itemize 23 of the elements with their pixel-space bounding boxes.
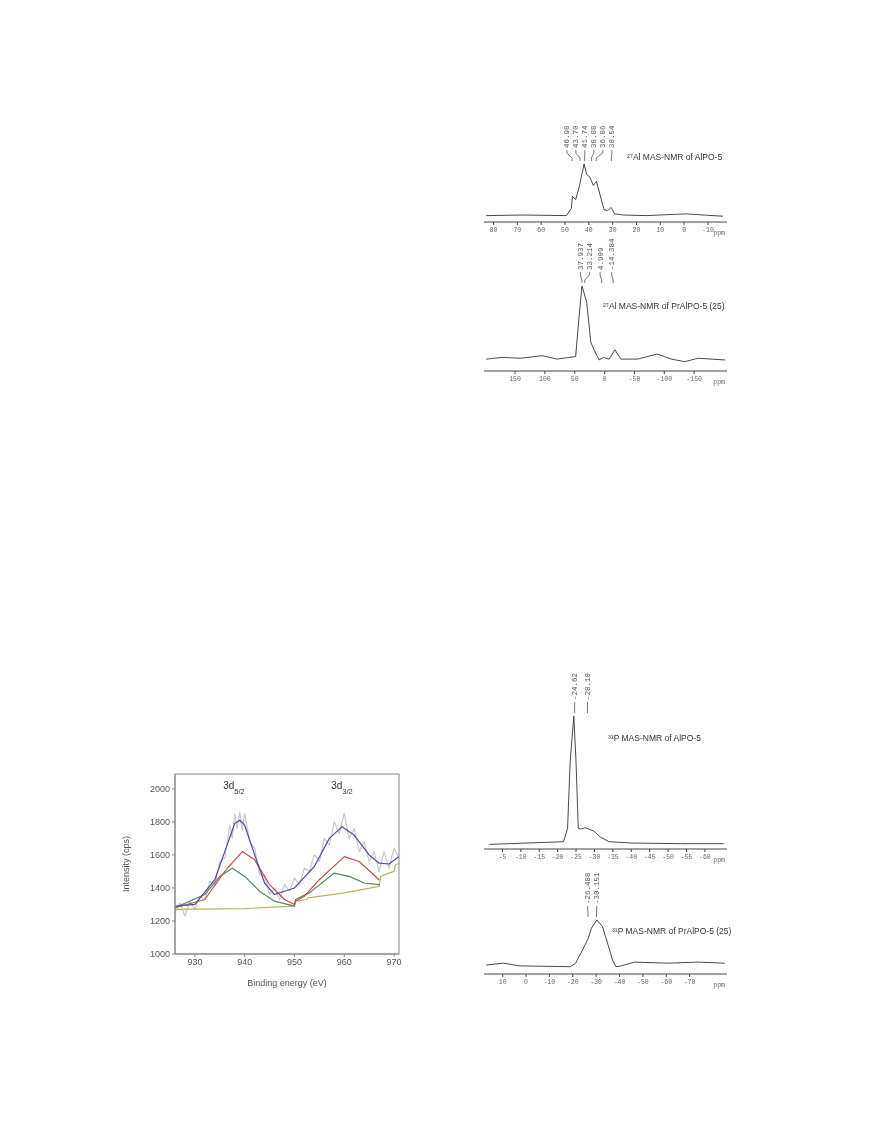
x-tick-label: 970: [386, 957, 402, 968]
y-axis-title: Intensity (cps): [121, 835, 131, 893]
x-tick-label: 940: [237, 957, 253, 968]
y-tick-label: 2000: [149, 784, 170, 795]
text: ²⁷Al MAS-NMR of PrAlPO-5 (25): [603, 301, 725, 311]
line-series: [175, 862, 399, 911]
line-series: [175, 811, 399, 917]
text: ³¹P MAS-NMR of AlPO-5: [608, 733, 702, 743]
y-tick-label: 1400: [149, 883, 170, 894]
text: ³¹P MAS-NMR of PrAlPO-5 (25): [612, 926, 732, 936]
chart-title: ²⁷Al MAS-NMR of AlPO-5: [627, 152, 723, 162]
x-tick-label: 960: [336, 957, 352, 968]
x-tick-label: 950: [286, 957, 302, 968]
line-series: [175, 819, 399, 907]
y-tick-label: 1200: [149, 916, 170, 927]
x-axis-title: Binding energy (eV): [247, 978, 327, 988]
line-series: [175, 851, 380, 909]
annotation: 3d$_{5/2}$: [223, 780, 245, 796]
annotation: 3d$_{3/2}$: [331, 780, 353, 796]
y-tick-label: 1000: [149, 949, 170, 960]
y-tick-label: 1600: [149, 850, 170, 861]
y-tick-label: 1800: [149, 817, 170, 828]
x-tick-label: 930: [187, 957, 203, 968]
